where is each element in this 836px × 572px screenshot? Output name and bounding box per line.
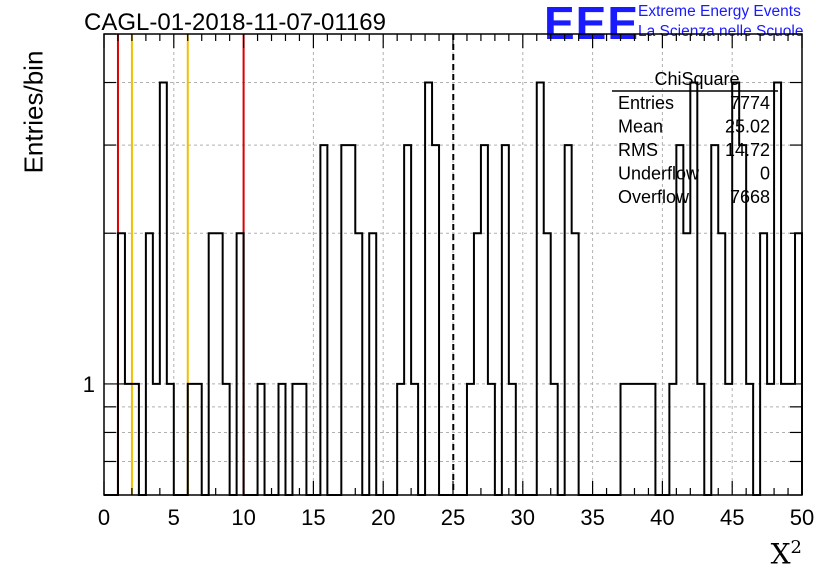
branding-line-2: La Scienza nelle Scuole [638,23,804,40]
chart-title: CAGL-01-2018-11-07-01169 [84,9,386,36]
stats-title: ChiSquare [654,69,739,89]
histogram-bin [167,384,174,495]
histogram-bin [299,384,306,495]
histogram-bin [669,384,676,495]
histogram-bin [397,384,404,495]
histogram-bin [509,384,516,495]
histogram-bin [711,145,718,495]
histogram-bin [223,384,230,495]
x-tick-label: 40 [650,505,674,530]
histogram-bin [467,384,474,495]
histogram-bin [237,233,244,495]
x-axis-label-superscript: 2 [790,537,802,558]
histogram-bin [279,384,286,495]
x-axis-label-base: X [770,537,791,571]
histogram-bin [258,384,265,495]
histogram-bin [788,384,795,495]
histogram-bin [628,384,635,495]
histogram-bin [292,384,299,495]
histogram-bin [369,233,376,495]
stats-value: 0 [760,164,770,184]
axis-ticks [103,33,803,496]
histogram-bin [641,384,648,495]
histogram-bin [209,233,216,495]
histogram-bin [348,145,355,495]
histogram-bin [481,145,488,495]
histogram-bin [767,384,774,495]
stats-label: Overflow [618,187,690,207]
histogram-bin [760,233,767,495]
stats-label: RMS [618,140,658,160]
x-tick-label: 25 [441,505,465,530]
histogram-bin [474,233,481,495]
histogram-bin [320,145,327,495]
stats-value: 7668 [730,187,770,207]
histogram-bin [153,384,160,495]
histogram-bin [725,384,732,495]
histogram-bin [746,384,753,495]
x-tick-label: 30 [511,505,535,530]
histogram-bin [132,384,139,495]
histogram-bin [502,145,509,495]
eee-logo: EEE [544,0,640,49]
histogram-bin [781,384,788,495]
histogram-bin [648,384,655,495]
histogram-bin [565,145,572,495]
histogram-bin [425,83,432,495]
histogram-bin [551,384,558,495]
histogram-bin [683,233,690,495]
x-tick-label: 10 [231,505,255,530]
histogram-bin [795,233,802,495]
histogram-bin [160,83,167,495]
histogram-bin [125,384,132,495]
histogram-bin [621,384,628,495]
histogram-bin [432,145,439,495]
histogram-bin [355,233,362,495]
histogram-bin [718,233,725,495]
branding-line-1: Extreme Energy Events [638,3,801,20]
x-axis-label: X2 [771,537,802,570]
stats-value: 7774 [730,93,770,113]
histogram-bin [118,233,125,495]
histogram-bin [216,233,223,495]
histogram-bin [341,145,348,495]
histogram-bin [146,233,153,495]
x-tick-label: 45 [720,505,744,530]
x-tick-label: 35 [580,505,604,530]
histogram-bin [544,233,551,495]
histogram-bin [404,145,411,495]
stats-value: 25.02 [725,117,770,137]
stats-label: Underflow [618,164,700,184]
branding-tagline: Extreme Energy Events La Scienza nelle S… [638,2,803,42]
histogram-bin [537,83,544,495]
histogram-bin [690,83,697,495]
histogram-bin [634,384,641,495]
stats-label: Entries [618,93,674,113]
histogram-bin [488,384,495,495]
x-tick-label: 50 [790,505,814,530]
histogram-bin [697,384,704,495]
histogram-bin [188,384,195,495]
x-tick-label: 20 [371,505,395,530]
histogram-bin [572,233,579,495]
x-tick-label: 0 [98,505,110,530]
stats-label: Mean [618,117,663,137]
histogram-bin [774,83,781,495]
histogram-bin [195,384,202,495]
stats-box: ChiSquare Entries 7774 Mean 25.02 RMS 14.72 Und… [612,69,778,207]
y-tick-label: 1 [83,372,95,397]
x-tick-label: 15 [301,505,325,530]
x-tick-label: 5 [168,505,180,530]
stats-value: 14.72 [725,140,770,160]
tick-labels: 0 5 10 15 20 25 30 35 40 45 50 1 [83,372,814,530]
histogram-bin [411,384,418,495]
